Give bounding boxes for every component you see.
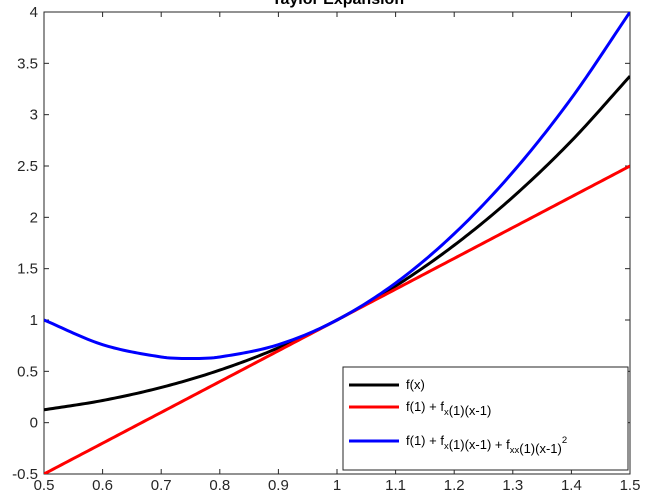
y-tick-label: 2 bbox=[30, 209, 38, 226]
series-line-3 bbox=[44, 12, 630, 360]
y-tick-label: 0.5 bbox=[17, 363, 38, 380]
legend-label-part: f(1) + f bbox=[406, 433, 444, 448]
x-tick-label: 0.8 bbox=[209, 477, 230, 494]
x-tick-label: 0.6 bbox=[92, 477, 113, 494]
x-tick-label: 1.3 bbox=[502, 477, 523, 494]
legend-label-2: f(1) + fx(1)(x-1) bbox=[406, 399, 491, 418]
y-tick-label: 2.5 bbox=[17, 158, 38, 175]
y-tick-label: 0 bbox=[30, 415, 38, 432]
x-tick-label: 0.5 bbox=[34, 477, 55, 494]
legend-label-1: f(x) bbox=[406, 377, 425, 392]
legend-label-part: f(x) bbox=[406, 377, 425, 392]
y-tick-label: 3 bbox=[30, 107, 38, 124]
legend-label-part: (1)(x-1) bbox=[519, 441, 562, 456]
legend-label-part: 2 bbox=[562, 435, 567, 446]
x-tick-label: 1.4 bbox=[561, 477, 582, 494]
legend-box bbox=[342, 366, 629, 471]
x-tick-label: 1.5 bbox=[620, 477, 641, 494]
y-tick-label: -0.5 bbox=[12, 466, 38, 483]
legend-label-part: x bbox=[444, 441, 449, 452]
x-tick-label: 1.1 bbox=[385, 477, 406, 494]
legend-label-3: f(1) + fx(1)(x-1) + fxx(1)(x-1)2 bbox=[406, 433, 567, 456]
y-tick-label: 3.5 bbox=[17, 55, 38, 72]
y-tick-label: 4 bbox=[30, 4, 38, 21]
legend-label-part: xx bbox=[510, 445, 520, 456]
chart-title: Taylor Expansion bbox=[272, 0, 404, 8]
legend-label-part: x bbox=[444, 407, 449, 418]
x-tick-label: 1 bbox=[333, 477, 341, 494]
x-tick-label: 0.7 bbox=[151, 477, 172, 494]
x-tick-label: 1.2 bbox=[444, 477, 465, 494]
y-tick-label: 1.5 bbox=[17, 261, 38, 278]
legend-label-part: (1)(x-1) bbox=[449, 403, 492, 418]
y-tick-label: 1 bbox=[30, 312, 38, 329]
legend-label-part: (1)(x-1) + f bbox=[449, 437, 510, 452]
x-tick-label: 0.9 bbox=[268, 477, 289, 494]
legend-label-part: f(1) + f bbox=[406, 399, 444, 414]
